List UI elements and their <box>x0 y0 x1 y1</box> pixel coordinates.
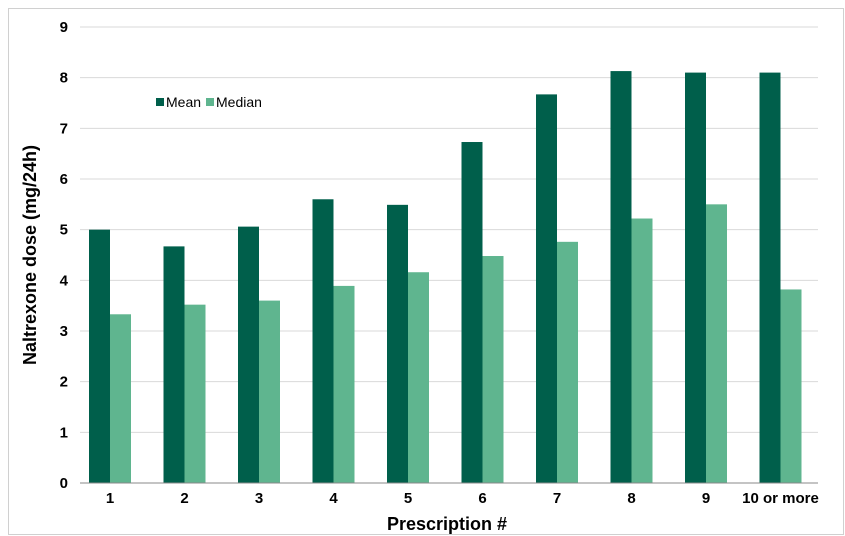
bar-median-4 <box>333 285 355 483</box>
x-tick-label: 8 <box>627 490 635 507</box>
y-axis-title: Naltrexone dose (mg/24h) <box>20 145 40 365</box>
bar-median-3 <box>259 300 280 483</box>
y-tick-label: 2 <box>60 374 68 391</box>
x-tick-label: 7 <box>553 490 561 507</box>
y-tick-label: 7 <box>60 120 68 137</box>
x-tick-label: 1 <box>106 490 114 507</box>
bar-median-5 <box>408 272 429 483</box>
y-tick-label: 8 <box>60 70 68 87</box>
x-tick-label: 10 or more <box>742 490 819 507</box>
bar-mean-9 <box>685 72 706 483</box>
x-tick-labels: 1 2 3 4 5 6 7 8 9 10 or more <box>106 490 819 507</box>
bar-median-7 <box>557 241 578 483</box>
y-tick-label: 6 <box>60 171 68 188</box>
x-tick-label: 5 <box>404 490 412 507</box>
bars <box>89 71 802 484</box>
y-tick-labels: 0 1 2 3 4 5 6 7 8 9 <box>60 19 69 492</box>
y-tick-label: 0 <box>60 475 68 492</box>
bar-median-10 <box>780 289 802 483</box>
bar-mean-5 <box>387 204 408 483</box>
x-tick-label: 6 <box>478 490 486 507</box>
bar-mean-10 <box>759 72 781 483</box>
y-tick-label: 1 <box>60 424 68 441</box>
bar-median-6 <box>482 256 504 483</box>
bar-mean-6 <box>461 142 483 483</box>
bar-mean-1 <box>89 229 110 483</box>
legend-swatch-median <box>206 98 214 106</box>
chart-frame <box>8 8 844 535</box>
bar-mean-4 <box>312 199 334 483</box>
x-axis-title: Prescription # <box>387 514 507 534</box>
legend: Mean Median <box>156 94 262 110</box>
legend-label-mean: Mean <box>166 94 201 110</box>
bar-median-9 <box>706 204 727 484</box>
bar-median-8 <box>631 218 653 483</box>
x-tick-label: 9 <box>702 490 710 507</box>
x-tick-label: 3 <box>255 490 263 507</box>
legend-label-median: Median <box>216 94 262 110</box>
bar-mean-2 <box>163 246 185 483</box>
x-tick-label: 4 <box>329 490 338 507</box>
legend-swatch-mean <box>156 98 164 106</box>
y-tick-label: 3 <box>60 323 68 340</box>
x-tick-label: 2 <box>180 490 188 507</box>
y-tick-label: 4 <box>60 272 69 289</box>
bar-mean-7 <box>536 94 557 484</box>
bar-median-1 <box>110 314 131 483</box>
y-tick-label: 9 <box>60 19 68 36</box>
bar-mean-3 <box>238 226 259 484</box>
y-tick-label: 5 <box>60 222 68 239</box>
bar-mean-8 <box>610 71 632 483</box>
bar-median-2 <box>184 304 206 483</box>
